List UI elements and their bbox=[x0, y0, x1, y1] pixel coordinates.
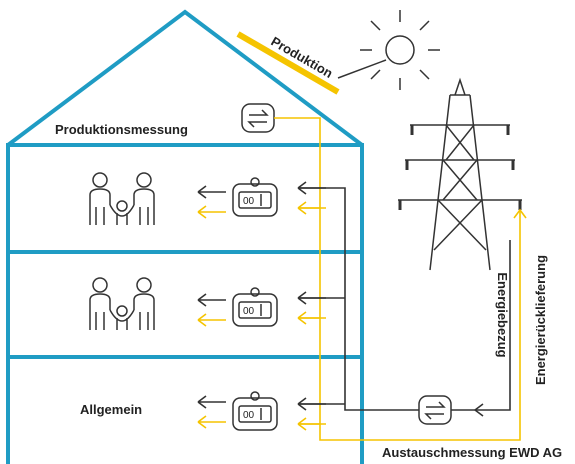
flow-arrows bbox=[298, 182, 326, 214]
floor bbox=[8, 357, 362, 464]
energy-supply-label: Energiebezug bbox=[495, 272, 510, 357]
residents-icon bbox=[90, 278, 154, 330]
floor bbox=[8, 145, 362, 252]
production-metering-label: Produktionsmessung bbox=[55, 122, 188, 137]
feed-branch bbox=[300, 208, 320, 424]
meter bbox=[233, 392, 277, 430]
supply-branch bbox=[300, 298, 345, 404]
power-pylon bbox=[398, 80, 522, 270]
production-meter bbox=[242, 104, 274, 132]
exchange-meter bbox=[419, 396, 451, 424]
flow-arrows bbox=[198, 396, 226, 428]
flow-arrows bbox=[198, 186, 226, 218]
meter bbox=[233, 178, 277, 216]
page: 00 Produktion bbox=[0, 0, 575, 464]
diagram: 00 Produktion bbox=[0, 0, 575, 464]
supply-line bbox=[300, 188, 510, 410]
flow-arrows bbox=[298, 398, 326, 430]
flow-arrows bbox=[298, 292, 326, 324]
energy-return-label: Energierücklieferung bbox=[533, 255, 548, 385]
residents-icon bbox=[90, 173, 154, 225]
house bbox=[8, 12, 362, 464]
exchange-metering-label: Austauschmessung EWD AG bbox=[382, 445, 562, 460]
meter bbox=[233, 288, 277, 326]
general-label: Allgemein bbox=[80, 402, 142, 417]
floor bbox=[8, 252, 362, 357]
flow-arrows bbox=[198, 294, 226, 326]
sun bbox=[338, 10, 440, 90]
feed-in-line bbox=[274, 118, 520, 440]
